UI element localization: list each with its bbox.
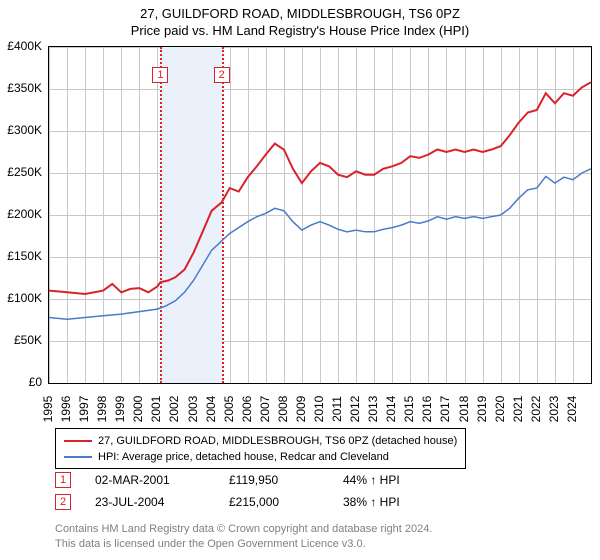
sale-row: 1 02-MAR-2001 £119,950 44% ↑ HPI: [55, 472, 400, 488]
x-tick-label: 2013: [366, 396, 380, 423]
sale-price: £215,000: [229, 495, 319, 509]
x-tick-label: 2000: [131, 396, 145, 423]
legend-label: 27, GUILDFORD ROAD, MIDDLESBROUGH, TS6 0…: [98, 435, 457, 447]
x-tick-label: 2001: [149, 396, 163, 423]
y-tick-label: £50K: [2, 333, 42, 347]
x-tick-label: 2002: [167, 396, 181, 423]
x-tick-label: 1995: [41, 396, 55, 423]
sale-row-marker: 1: [55, 472, 71, 488]
x-tick-label: 2016: [420, 396, 434, 423]
footer-attribution: Contains HM Land Registry data © Crown c…: [55, 522, 432, 552]
x-tick-label: 2021: [511, 396, 525, 423]
x-tick-label: 2009: [294, 396, 308, 423]
x-tick-label: 1997: [77, 396, 91, 423]
legend-row: HPI: Average price, detached house, Redc…: [64, 449, 457, 465]
sale-row: 2 23-JUL-2004 £215,000 38% ↑ HPI: [55, 494, 400, 510]
title-line1: 27, GUILDFORD ROAD, MIDDLESBROUGH, TS6 0…: [0, 6, 600, 21]
sale-pct: 38% ↑ HPI: [343, 495, 400, 509]
y-tick-label: £250K: [2, 165, 42, 179]
x-tick-label: 1999: [113, 396, 127, 423]
x-tick-label: 2008: [276, 396, 290, 423]
chart-plot-area: 12: [48, 46, 592, 384]
x-tick-label: 2022: [529, 396, 543, 423]
y-tick-label: £350K: [2, 81, 42, 95]
y-tick-label: £200K: [2, 207, 42, 221]
legend-swatch: [64, 440, 92, 442]
legend-box: 27, GUILDFORD ROAD, MIDDLESBROUGH, TS6 0…: [55, 428, 466, 469]
x-tick-label: 2004: [204, 396, 218, 423]
footer-line1: Contains HM Land Registry data © Crown c…: [55, 522, 432, 537]
x-tick-label: 2005: [222, 396, 236, 423]
sale-row-marker: 2: [55, 494, 71, 510]
x-tick-label: 2023: [547, 396, 561, 423]
legend-label: HPI: Average price, detached house, Redc…: [98, 451, 389, 463]
sale-pct: 44% ↑ HPI: [343, 473, 400, 487]
y-axis-labels: £0£50K£100K£150K£200K£250K£300K£350K£400…: [0, 46, 42, 382]
x-tick-label: 2015: [402, 396, 416, 423]
x-tick-label: 2011: [330, 396, 344, 422]
y-tick-label: £300K: [2, 123, 42, 137]
x-tick-label: 2012: [348, 396, 362, 423]
series-price_paid: [49, 82, 591, 294]
sale-price: £119,950: [229, 473, 319, 487]
x-tick-label: 2007: [258, 396, 272, 423]
y-tick-label: £0: [2, 375, 42, 389]
y-tick-label: £100K: [2, 291, 42, 305]
chart-series-svg: [49, 47, 591, 383]
legend-swatch: [64, 456, 92, 458]
x-tick-label: 1996: [59, 396, 73, 423]
x-tick-label: 2014: [384, 396, 398, 423]
x-tick-label: 2006: [240, 396, 254, 423]
x-tick-label: 2024: [565, 396, 579, 423]
sale-date: 23-JUL-2004: [95, 495, 205, 509]
x-tick-label: 2010: [312, 396, 326, 423]
x-tick-label: 1998: [95, 396, 109, 423]
footer-line2: This data is licensed under the Open Gov…: [55, 537, 432, 552]
title-line2: Price paid vs. HM Land Registry's House …: [0, 23, 600, 38]
x-tick-label: 2003: [186, 396, 200, 423]
x-tick-label: 2018: [457, 396, 471, 423]
legend-row: 27, GUILDFORD ROAD, MIDDLESBROUGH, TS6 0…: [64, 433, 457, 449]
x-tick-label: 2017: [438, 396, 452, 423]
y-tick-label: £400K: [2, 39, 42, 53]
sale-date: 02-MAR-2001: [95, 473, 205, 487]
y-tick-label: £150K: [2, 249, 42, 263]
x-tick-label: 2020: [493, 396, 507, 423]
x-tick-label: 2019: [475, 396, 489, 423]
series-hpi: [49, 169, 591, 319]
